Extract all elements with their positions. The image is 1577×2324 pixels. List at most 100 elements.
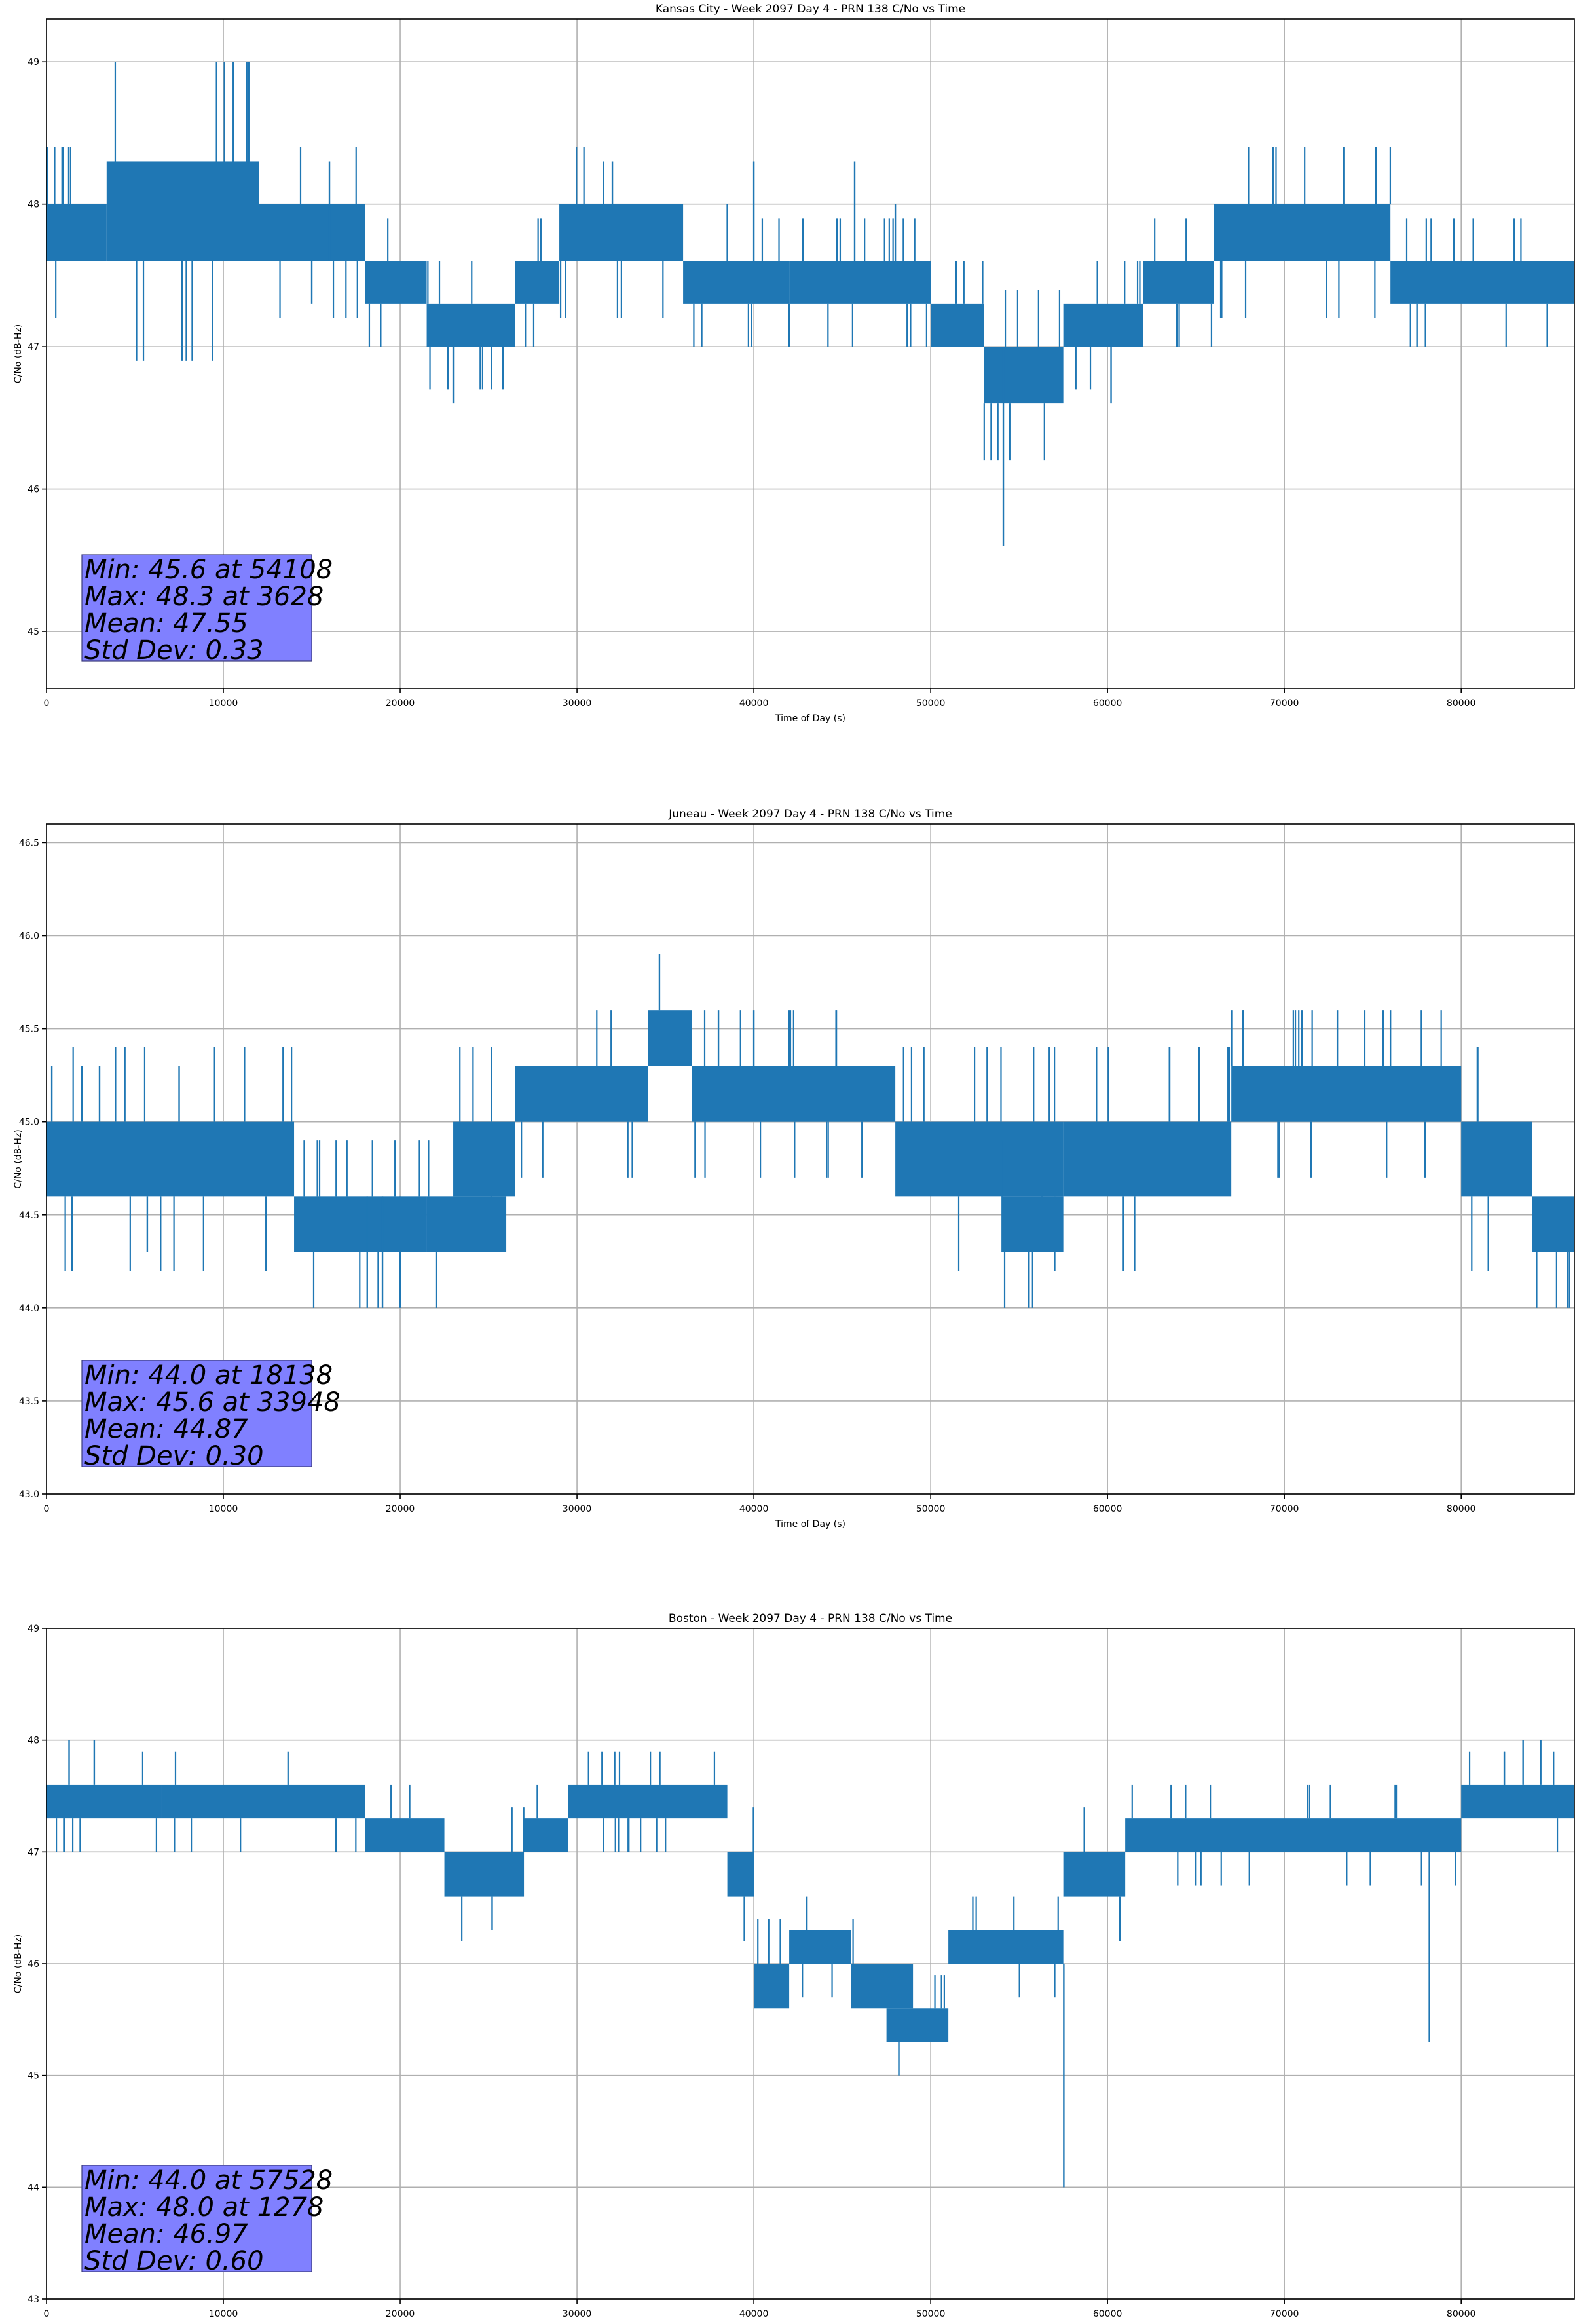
data-band bbox=[294, 1196, 427, 1252]
data-band bbox=[365, 261, 427, 304]
data-band bbox=[444, 1852, 525, 1897]
stats-line: Min: 44.0 at 18138 bbox=[84, 1360, 333, 1391]
data-band bbox=[365, 1818, 445, 1852]
data-band bbox=[754, 1964, 790, 2009]
data-band bbox=[931, 303, 984, 347]
x-tick-label: 10000 bbox=[209, 2309, 238, 2319]
x-tick-label: 80000 bbox=[1447, 698, 1476, 709]
data-series bbox=[46, 62, 1574, 546]
data-band bbox=[524, 1818, 568, 1852]
stats-line: Max: 48.3 at 3628 bbox=[84, 582, 324, 612]
y-tick-label: 45 bbox=[28, 2071, 39, 2082]
x-axis-label: Time of Day (s) bbox=[775, 713, 845, 724]
y-tick-label: 43.0 bbox=[19, 1490, 39, 1500]
y-tick-label: 47 bbox=[28, 1847, 39, 1858]
data-series bbox=[46, 954, 1574, 1308]
chart-title: Kansas City - Week 2097 Day 4 - PRN 138 … bbox=[656, 3, 965, 16]
y-axis-label: C/No (dB-Hz) bbox=[13, 1934, 24, 1993]
plot-frame bbox=[46, 18, 1575, 689]
chart-title: Juneau - Week 2097 Day 4 - PRN 138 C/No … bbox=[668, 808, 952, 821]
x-tick-label: 40000 bbox=[739, 2309, 769, 2319]
x-tick-label: 10000 bbox=[209, 1504, 238, 1514]
data-band bbox=[895, 1121, 984, 1197]
chart-panel-2: 0 10000 20000 30000 40000 50000 60000 70000 8000… bbox=[13, 1612, 1575, 2319]
plot-frame bbox=[46, 823, 1575, 1495]
x-tick-label: 0 bbox=[44, 698, 50, 709]
x-tick-label: 30000 bbox=[563, 2309, 592, 2319]
data-band bbox=[453, 1121, 515, 1197]
data-band bbox=[1231, 1066, 1462, 1122]
stats-line: Min: 44.0 at 57528 bbox=[84, 2165, 333, 2196]
data-band bbox=[1063, 303, 1143, 347]
data-band bbox=[46, 1121, 295, 1197]
y-tick-label: 43.5 bbox=[19, 1396, 39, 1407]
data-band bbox=[515, 261, 560, 304]
data-band bbox=[568, 1784, 728, 1819]
data-band bbox=[851, 1964, 914, 2009]
stats-line: Std Dev: 0.30 bbox=[84, 1441, 264, 1471]
x-tick-label: 0 bbox=[44, 2309, 50, 2319]
data-band bbox=[1532, 1196, 1574, 1252]
stats-line: Std Dev: 0.60 bbox=[84, 2246, 264, 2276]
x-tick-label: 30000 bbox=[563, 1504, 592, 1514]
y-tick-label: 45.0 bbox=[19, 1117, 39, 1128]
data-band bbox=[1001, 1196, 1064, 1252]
y-tick-label: 48 bbox=[28, 200, 39, 210]
x-tick-label: 20000 bbox=[386, 1504, 415, 1514]
data-band bbox=[727, 1852, 754, 1897]
y-tick-label: 43 bbox=[28, 2295, 39, 2305]
data-band bbox=[1063, 1121, 1232, 1197]
x-tick-label: 50000 bbox=[916, 2309, 946, 2319]
data-band bbox=[789, 1930, 851, 1964]
stats-line: Mean: 47.55 bbox=[84, 609, 248, 639]
data-band bbox=[46, 1784, 162, 1819]
data-band bbox=[789, 261, 931, 304]
data-band bbox=[1143, 261, 1214, 304]
y-axis-label: C/No (dB-Hz) bbox=[13, 1129, 24, 1188]
x-tick-label: 60000 bbox=[1093, 2309, 1122, 2319]
data-band bbox=[1214, 204, 1391, 261]
data-band bbox=[984, 1121, 1064, 1197]
y-tick-label: 45.5 bbox=[19, 1024, 39, 1035]
stats-line: Std Dev: 0.33 bbox=[84, 635, 264, 665]
data-band bbox=[692, 1066, 896, 1122]
stats-line: Mean: 46.97 bbox=[84, 2219, 248, 2249]
data-band bbox=[886, 2008, 949, 2042]
stats-line: Max: 45.6 at 33948 bbox=[84, 1387, 341, 1417]
data-band bbox=[161, 1784, 365, 1819]
data-band bbox=[426, 1196, 507, 1252]
stats-line: Max: 48.0 at 1278 bbox=[84, 2192, 324, 2222]
x-tick-label: 40000 bbox=[739, 1504, 769, 1514]
data-band bbox=[106, 161, 259, 261]
data-band bbox=[948, 1930, 1064, 1964]
stats-box bbox=[81, 554, 312, 662]
x-tick-label: 30000 bbox=[563, 698, 592, 709]
y-tick-label: 49 bbox=[28, 57, 39, 67]
x-axis-label: Time of Day (s) bbox=[775, 1519, 845, 1529]
x-tick-label: 70000 bbox=[1270, 698, 1299, 709]
chart-panel-0: 0 10000 20000 30000 40000 50000 60000 70000 8000… bbox=[13, 3, 1575, 724]
stats-line: Mean: 44.87 bbox=[84, 1414, 248, 1444]
data-band bbox=[259, 204, 365, 261]
x-tick-label: 60000 bbox=[1093, 1504, 1122, 1514]
data-series bbox=[46, 1740, 1574, 2188]
x-tick-label: 50000 bbox=[916, 698, 946, 709]
x-tick-label: 10000 bbox=[209, 698, 238, 709]
y-tick-label: 45 bbox=[28, 627, 39, 637]
y-tick-label: 46.5 bbox=[19, 838, 39, 848]
x-tick-label: 0 bbox=[44, 1504, 50, 1514]
data-band bbox=[1125, 1818, 1462, 1852]
data-band bbox=[426, 303, 515, 347]
y-tick-label: 46 bbox=[28, 485, 39, 495]
data-band bbox=[683, 261, 790, 304]
chart-title: Boston - Week 2097 Day 4 - PRN 138 C/No … bbox=[669, 1612, 952, 1625]
data-band bbox=[559, 204, 684, 261]
x-tick-label: 50000 bbox=[916, 1504, 946, 1514]
data-band bbox=[1461, 1121, 1532, 1197]
data-band bbox=[1390, 261, 1574, 304]
y-tick-label: 47 bbox=[28, 342, 39, 352]
data-band bbox=[984, 347, 1064, 404]
x-tick-label: 80000 bbox=[1447, 1504, 1476, 1514]
y-tick-label: 46 bbox=[28, 1959, 39, 1970]
